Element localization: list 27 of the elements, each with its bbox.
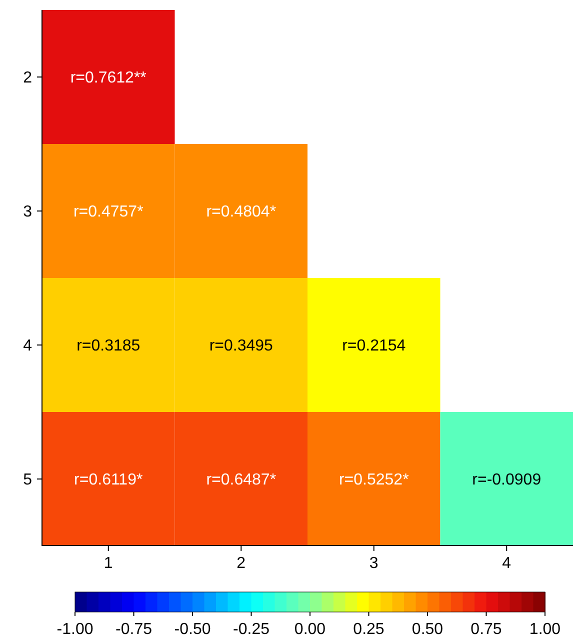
color-bar-label: -0.25	[233, 621, 270, 638]
x-tick-label: 1	[104, 555, 113, 572]
data-label: r=0.4757*	[73, 204, 144, 221]
x-tick-label: 2	[236, 555, 246, 572]
data-label: r=0.6487*	[206, 472, 276, 489]
color-bar-label: 0.00	[294, 621, 326, 638]
color-bar-label: -0.50	[174, 621, 211, 638]
color-bar-label: -1.00	[56, 621, 94, 638]
y-tick-label: 5	[23, 472, 32, 489]
color-bar-label: 0.50	[412, 621, 444, 638]
data-label: r=0.6119*	[74, 472, 143, 489]
y-tick-label: 4	[23, 338, 32, 355]
x-tick-label: 4	[502, 555, 512, 572]
data-label: r=0.7612**	[70, 70, 146, 87]
data-label: r=0.2154	[342, 338, 406, 355]
color-bar-label: 0.25	[353, 621, 384, 638]
color-bar-label: 1.00	[529, 621, 561, 638]
data-label: r=0.5252*	[338, 472, 409, 489]
data-label: r=0.3495	[209, 338, 274, 355]
data-label: r=-0.0909	[472, 472, 542, 489]
y-tick-label: 3	[23, 204, 32, 221]
color-bar-label: 0.75	[470, 621, 502, 638]
color-bar-label: -0.75	[116, 621, 152, 638]
y-tick-label: 2	[23, 70, 32, 87]
x-tick-label: 3	[369, 555, 378, 572]
data-label: r=0.4804*	[206, 204, 276, 221]
data-label: r=0.3185	[76, 338, 140, 355]
